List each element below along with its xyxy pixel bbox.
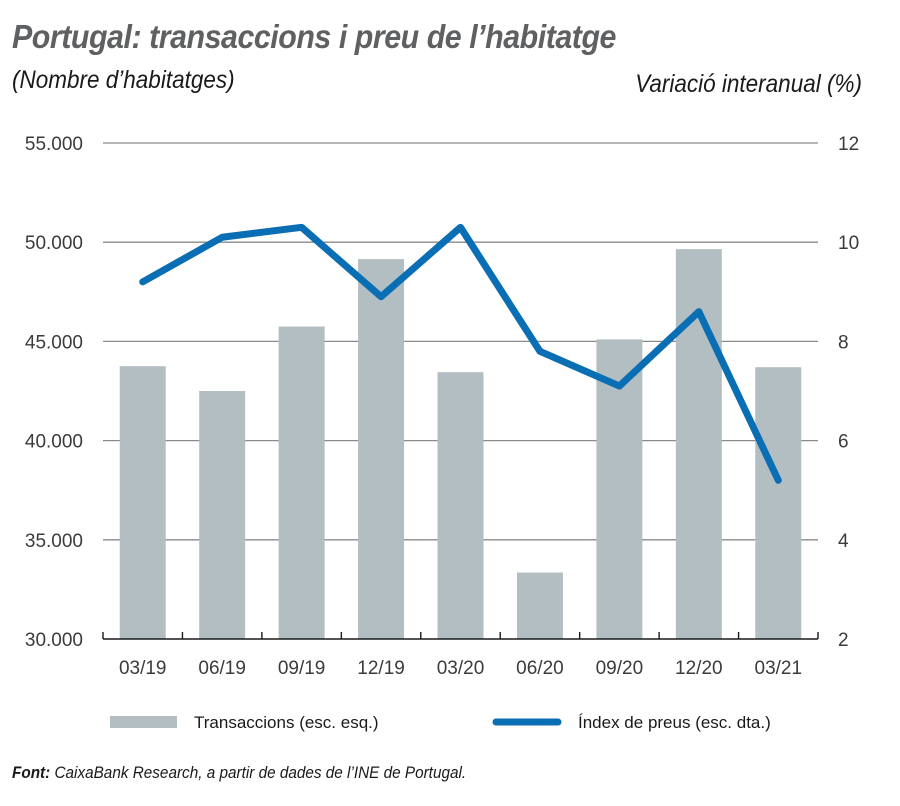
right-tick-label: 2 xyxy=(838,630,849,651)
right-axis-ticks: 2 4 6 8 10 12 xyxy=(838,134,859,651)
x-tick-label: 12/20 xyxy=(675,658,723,679)
left-tick-label: 30.000 xyxy=(25,630,83,651)
left-axis-ticks: 30.000 35.000 40.000 45.000 50.000 55.000 xyxy=(25,134,83,651)
left-tick-label: 35.000 xyxy=(25,531,83,552)
bar xyxy=(278,326,325,639)
bar-series xyxy=(119,249,802,640)
bar xyxy=(437,372,484,639)
bar xyxy=(199,391,246,639)
bar xyxy=(358,259,405,639)
x-axis: 03/19 06/19 09/19 12/19 03/20 06/20 09/20 12/20… xyxy=(102,632,819,679)
x-tick-label: 06/20 xyxy=(516,658,564,679)
bar xyxy=(516,572,563,639)
x-tick-label: 03/21 xyxy=(755,658,803,679)
left-tick-label: 40.000 xyxy=(25,432,83,453)
source-note: Font: CaixaBank Research, a partir de da… xyxy=(12,763,466,783)
line-series xyxy=(139,223,782,484)
left-axis-title: (Nombre d’habitatges) xyxy=(12,66,235,94)
source-text: CaixaBank Research, a partir de dades de… xyxy=(50,763,467,782)
legend-label-bars: Transaccions (esc. esq.) xyxy=(194,713,379,732)
bar xyxy=(119,366,166,639)
bar xyxy=(675,249,722,640)
left-tick-label: 55.000 xyxy=(25,134,83,155)
x-tick-label: 12/19 xyxy=(357,658,405,679)
right-tick-label: 6 xyxy=(838,432,849,453)
legend-label-line: Índex de preus (esc. dta.) xyxy=(578,713,771,732)
x-tick-label: 09/20 xyxy=(596,658,644,679)
x-tick-label: 09/19 xyxy=(278,658,326,679)
chart-title: Portugal: transaccions i preu de l’habit… xyxy=(12,18,616,55)
right-tick-label: 10 xyxy=(838,233,859,254)
source-label: Font: xyxy=(12,763,51,782)
x-tick-label: 06/19 xyxy=(198,658,246,679)
right-tick-label: 12 xyxy=(838,134,859,155)
left-tick-label: 45.000 xyxy=(25,332,83,353)
right-tick-label: 8 xyxy=(838,332,849,353)
x-tick-label: 03/19 xyxy=(119,658,167,679)
legend-swatch-bars xyxy=(110,716,177,728)
left-tick-label: 50.000 xyxy=(25,233,83,254)
legend: Transaccions (esc. esq.) Índex de preus … xyxy=(110,713,771,732)
bar xyxy=(755,367,802,639)
right-axis-title: Variació interanual (%) xyxy=(635,70,862,98)
right-tick-label: 4 xyxy=(838,531,849,552)
x-tick-label: 03/20 xyxy=(437,658,485,679)
